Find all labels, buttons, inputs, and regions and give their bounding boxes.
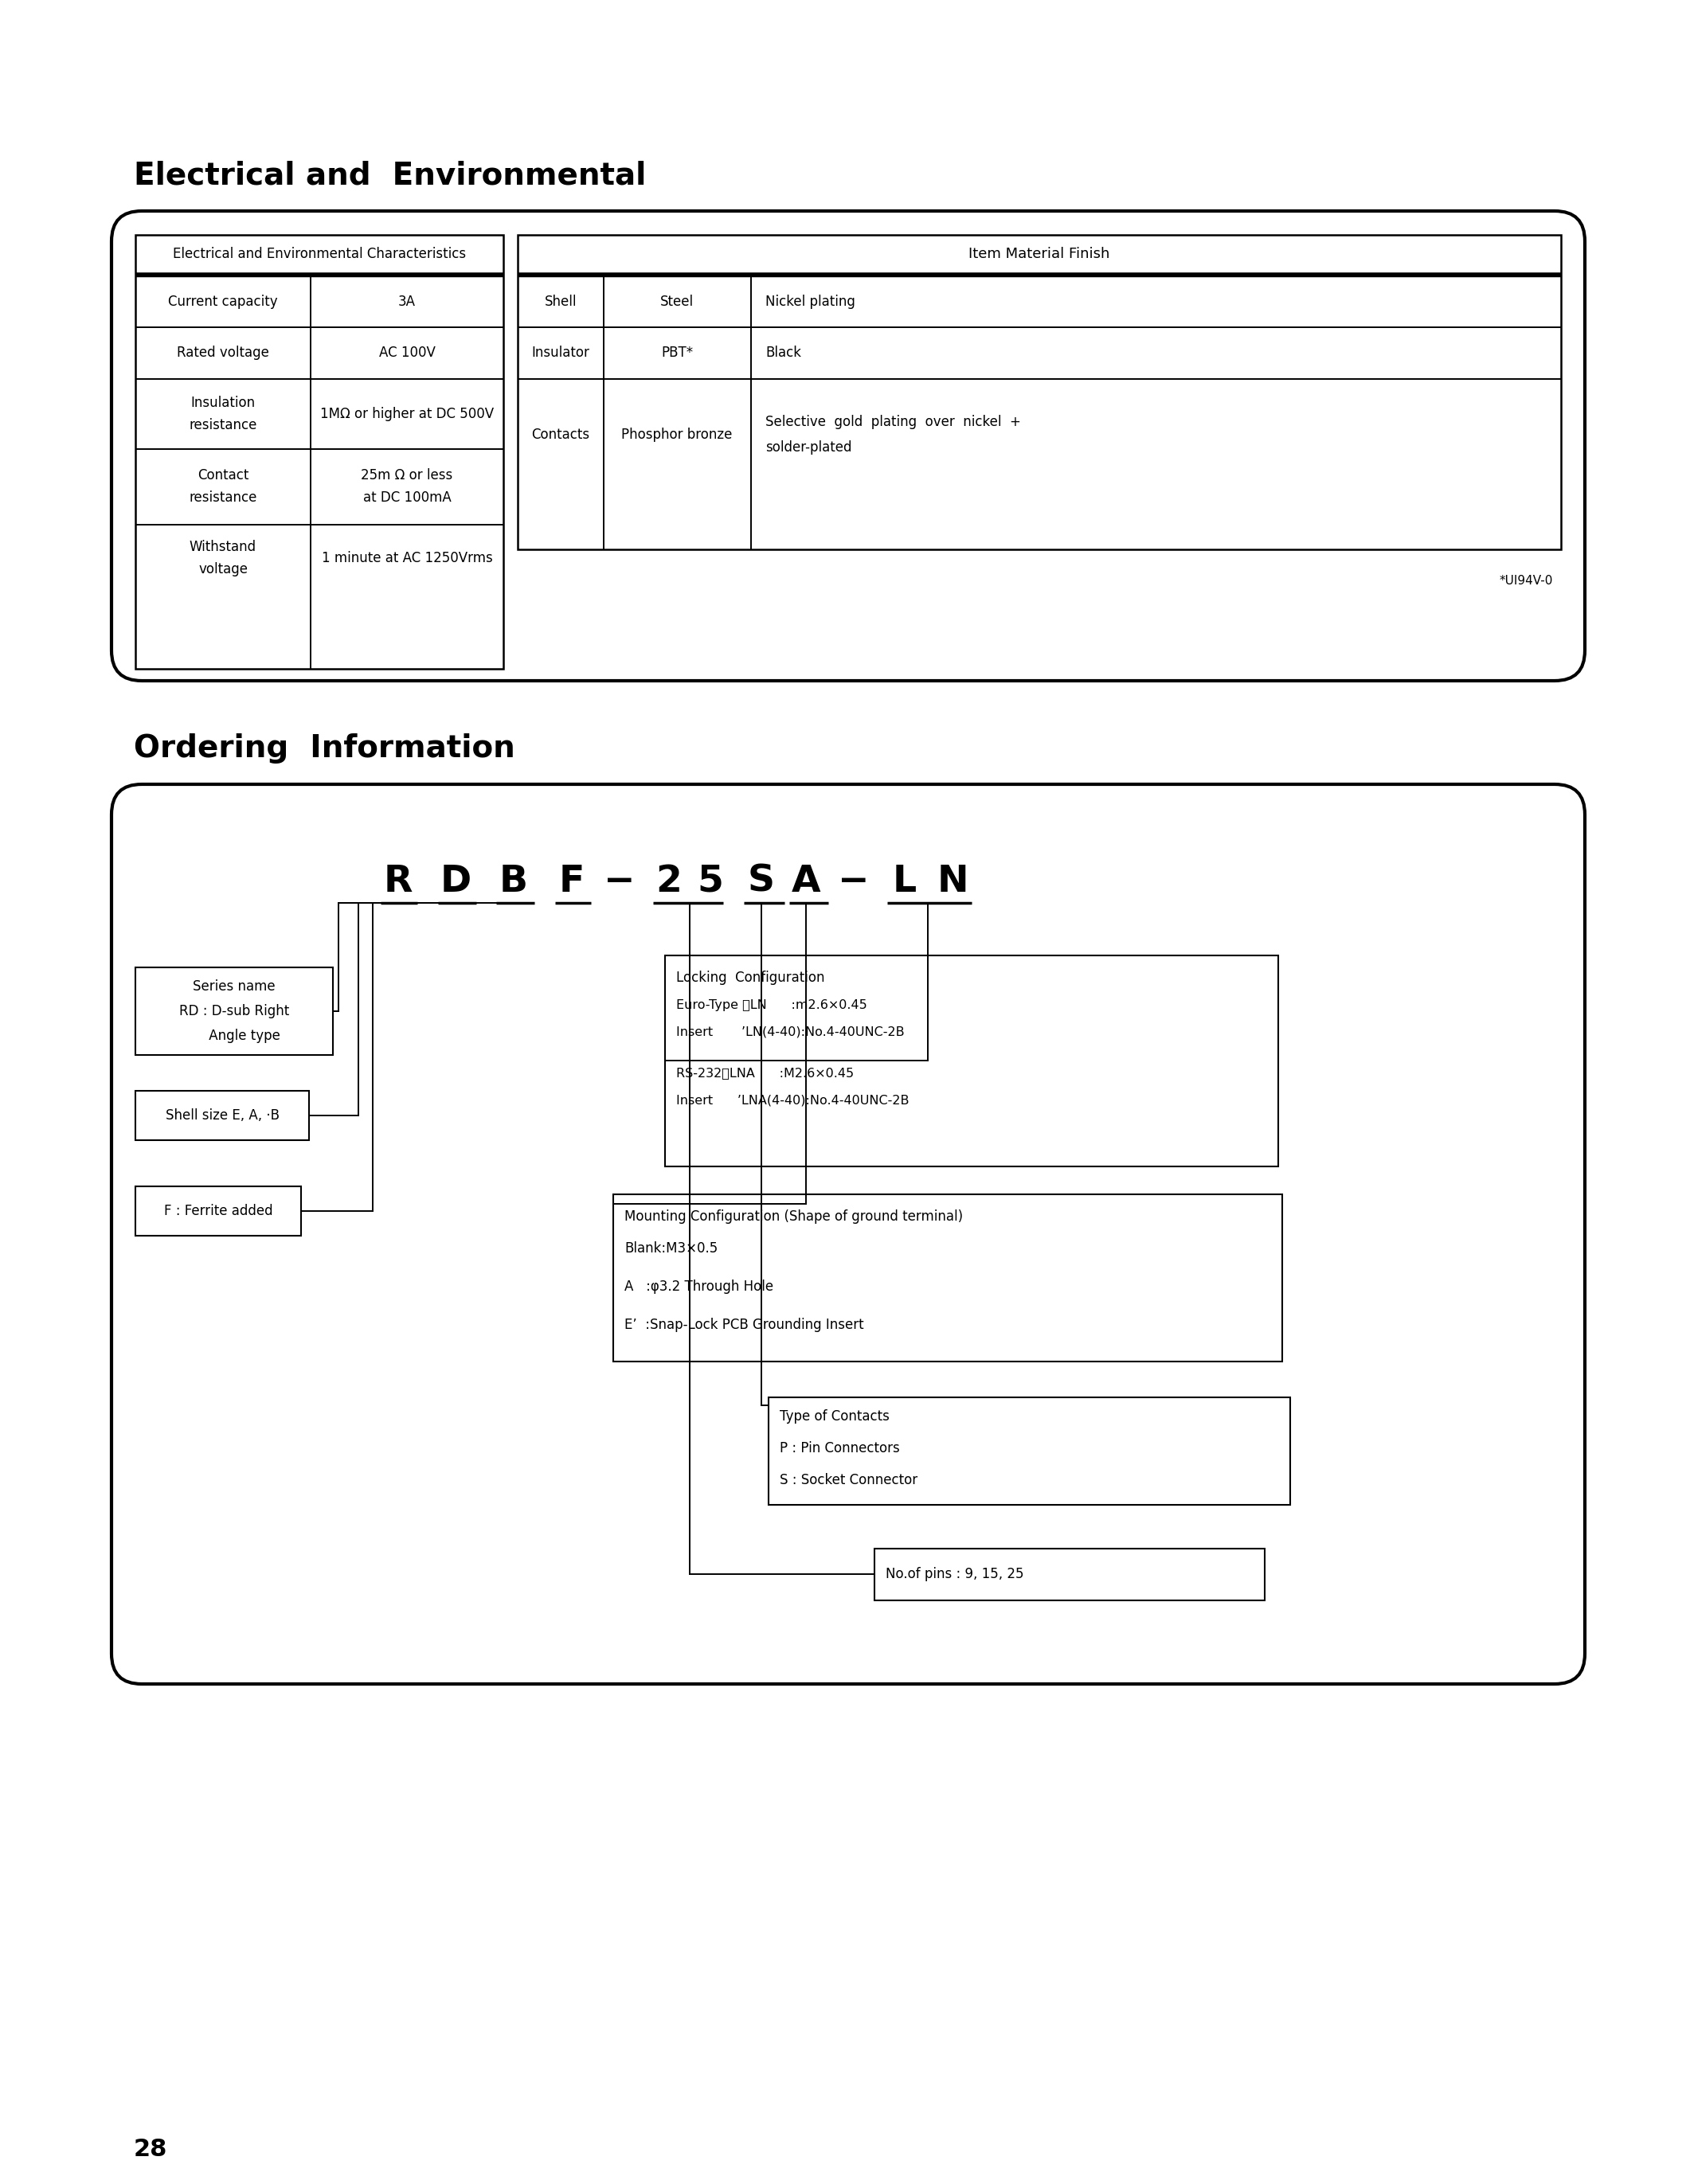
- Text: P : Pin Connectors: P : Pin Connectors: [779, 1441, 899, 1455]
- Text: Mounting Configuration (Shape of ground terminal): Mounting Configuration (Shape of ground …: [624, 1210, 963, 1223]
- Text: A   :φ3.2 Through Hole: A :φ3.2 Through Hole: [624, 1280, 774, 1293]
- Text: 2: 2: [656, 865, 683, 900]
- Text: −: −: [838, 865, 870, 900]
- Text: Insert       ʼLN(4-40):No.4-40UNC-2B: Insert ʼLN(4-40):No.4-40UNC-2B: [676, 1026, 904, 1037]
- Text: solder-plated: solder-plated: [766, 441, 852, 454]
- Text: No.of pins : 9, 15, 25: No.of pins : 9, 15, 25: [886, 1566, 1024, 1581]
- Bar: [135, 1090, 309, 1140]
- Text: Nickel plating: Nickel plating: [766, 295, 855, 308]
- Text: Selective  gold  plating  over  nickel  +: Selective gold plating over nickel +: [766, 415, 1021, 430]
- Text: Phosphor bronze: Phosphor bronze: [622, 428, 732, 441]
- Text: A: A: [791, 865, 821, 900]
- Text: voltage: voltage: [198, 563, 248, 577]
- Bar: [874, 1548, 1264, 1601]
- Text: E’  :Snap-Lock PCB Grounding Insert: E’ :Snap-Lock PCB Grounding Insert: [624, 1317, 864, 1332]
- Bar: [135, 968, 333, 1055]
- Text: at DC 100mA: at DC 100mA: [363, 491, 451, 505]
- Text: Rated voltage: Rated voltage: [177, 345, 269, 360]
- Text: resistance: resistance: [189, 417, 257, 432]
- Text: Contacts: Contacts: [532, 428, 590, 441]
- Text: Ordering  Information: Ordering Information: [134, 734, 515, 764]
- Text: *UI94V-0: *UI94V-0: [1499, 574, 1553, 587]
- Text: 5: 5: [698, 865, 723, 900]
- Text: RS-232⎹LNA      :M2.6×0.45: RS-232⎹LNA :M2.6×0.45: [676, 1068, 853, 1079]
- Text: AC 100V: AC 100V: [379, 345, 436, 360]
- Bar: [664, 954, 1278, 1166]
- Text: 28: 28: [134, 2138, 167, 2162]
- FancyBboxPatch shape: [112, 784, 1585, 1684]
- Text: 3A: 3A: [399, 295, 416, 308]
- FancyBboxPatch shape: [112, 212, 1585, 681]
- Text: 1 minute at AC 1250Vrms: 1 minute at AC 1250Vrms: [321, 550, 492, 566]
- Text: Shell: Shell: [544, 295, 576, 308]
- Text: R: R: [384, 865, 412, 900]
- Bar: [135, 236, 504, 668]
- Text: Electrical and  Environmental: Electrical and Environmental: [134, 159, 646, 190]
- Text: S : Socket Connector: S : Socket Connector: [779, 1472, 918, 1487]
- Text: F: F: [559, 865, 585, 900]
- Text: −: −: [603, 865, 635, 900]
- Text: 1MΩ or higher at DC 500V: 1MΩ or higher at DC 500V: [319, 406, 493, 422]
- Text: 25m Ω or less: 25m Ω or less: [362, 470, 453, 483]
- Text: RD : D-sub Right: RD : D-sub Right: [179, 1005, 289, 1018]
- Text: Withstand: Withstand: [189, 539, 257, 555]
- Text: F : Ferrite added: F : Ferrite added: [164, 1203, 272, 1219]
- Text: Series name: Series name: [193, 978, 275, 994]
- Text: N: N: [936, 865, 968, 900]
- Text: Blank:M3×0.5: Blank:M3×0.5: [624, 1241, 718, 1256]
- Text: Insulation: Insulation: [191, 395, 255, 411]
- Text: Insulator: Insulator: [532, 345, 590, 360]
- Text: B: B: [499, 865, 527, 900]
- Text: Contact: Contact: [198, 470, 248, 483]
- Bar: [613, 1195, 1283, 1361]
- Text: Euro-Type ⎹LN      :m2.6×0.45: Euro-Type ⎹LN :m2.6×0.45: [676, 998, 867, 1011]
- Text: L: L: [892, 865, 916, 900]
- Text: Insert      ʼLNA(4-40):No.4-40UNC-2B: Insert ʼLNA(4-40):No.4-40UNC-2B: [676, 1094, 909, 1107]
- Bar: [135, 1186, 301, 1236]
- Text: Item Material Finish: Item Material Finish: [968, 247, 1110, 262]
- Bar: [517, 236, 1562, 550]
- Text: Locking  Configuration: Locking Configuration: [676, 970, 825, 985]
- Text: Steel: Steel: [661, 295, 693, 308]
- Text: Current capacity: Current capacity: [169, 295, 277, 308]
- Text: D: D: [439, 865, 472, 900]
- Text: Electrical and Environmental Characteristics: Electrical and Environmental Characteris…: [172, 247, 466, 262]
- Text: S: S: [747, 865, 776, 900]
- Text: PBT*: PBT*: [661, 345, 693, 360]
- Text: Angle type: Angle type: [188, 1029, 281, 1044]
- Text: Type of Contacts: Type of Contacts: [779, 1409, 889, 1424]
- Text: Shell size E, A, ·B: Shell size E, A, ·B: [166, 1107, 279, 1123]
- Text: Black: Black: [766, 345, 801, 360]
- Bar: [769, 1398, 1289, 1505]
- Text: resistance: resistance: [189, 491, 257, 505]
